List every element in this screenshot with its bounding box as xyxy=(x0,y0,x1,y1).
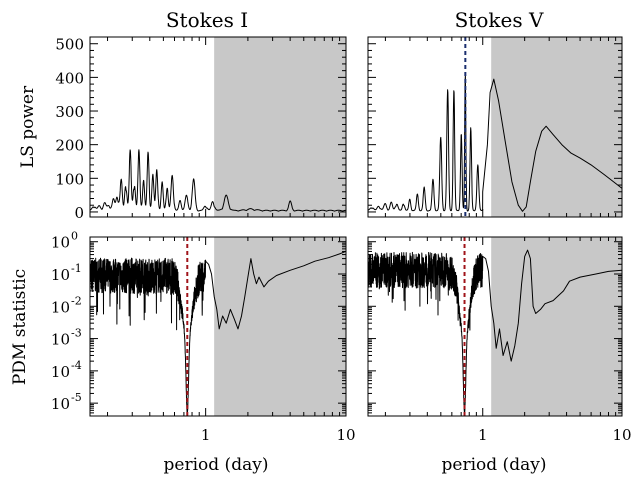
series-line xyxy=(368,249,622,414)
y-tick-exponent: -3 xyxy=(71,327,82,340)
series-line xyxy=(368,73,622,212)
panel-ls_I: 0 100 200 300 400 500 xyxy=(55,36,347,222)
shaded-region xyxy=(491,37,622,217)
y-tick-exponent: 0 xyxy=(71,230,78,243)
y-tick-label: 10 xyxy=(51,298,70,316)
y-tick-label: 200 xyxy=(55,137,84,155)
ylabel-pdm-statistic: PDM statistic xyxy=(10,269,30,385)
x-tick-label: 10 xyxy=(612,426,631,444)
title-stokes-v: Stokes V xyxy=(455,8,544,32)
y-tick-exponent: -5 xyxy=(71,391,82,404)
panel-ls_V xyxy=(367,36,623,218)
y-tick-label: 0 xyxy=(74,204,84,222)
shaded-region xyxy=(491,237,622,416)
y-tick-exponent: -1 xyxy=(71,262,82,275)
y-tick-label: 300 xyxy=(55,103,84,121)
xlabel-period-left: period (day) xyxy=(164,455,269,475)
ylabel-ls-power: LS power xyxy=(18,85,38,168)
y-tick-exponent: -2 xyxy=(71,294,82,307)
panel-pdm_V: 1 10 xyxy=(367,236,632,444)
plot-frame xyxy=(367,36,623,218)
y-tick-label: 10 xyxy=(51,266,70,284)
shaded-region xyxy=(214,37,346,217)
series-line xyxy=(90,149,346,212)
y-tick-label: 10 xyxy=(51,395,70,413)
y-tick-label: 10 xyxy=(51,331,70,349)
y-tick-exponent: -4 xyxy=(71,359,82,372)
x-tick-label: 10 xyxy=(336,426,355,444)
xlabel-period-right: period (day) xyxy=(442,455,547,475)
title-stokes-i: Stokes I xyxy=(166,8,248,32)
x-tick-label: 1 xyxy=(201,426,211,444)
y-tick-label: 100 xyxy=(55,170,84,188)
y-tick-label: 500 xyxy=(55,36,84,54)
plot-frame xyxy=(367,236,623,417)
plot-frame xyxy=(89,36,347,218)
x-tick-label: 1 xyxy=(478,426,488,444)
y-tick-label: 10 xyxy=(51,363,70,381)
shaded-region xyxy=(214,237,346,416)
plot-frame xyxy=(89,236,347,417)
y-tick-label: 400 xyxy=(55,69,84,87)
series-line xyxy=(90,250,346,414)
y-tick-label: 10 xyxy=(51,234,70,252)
